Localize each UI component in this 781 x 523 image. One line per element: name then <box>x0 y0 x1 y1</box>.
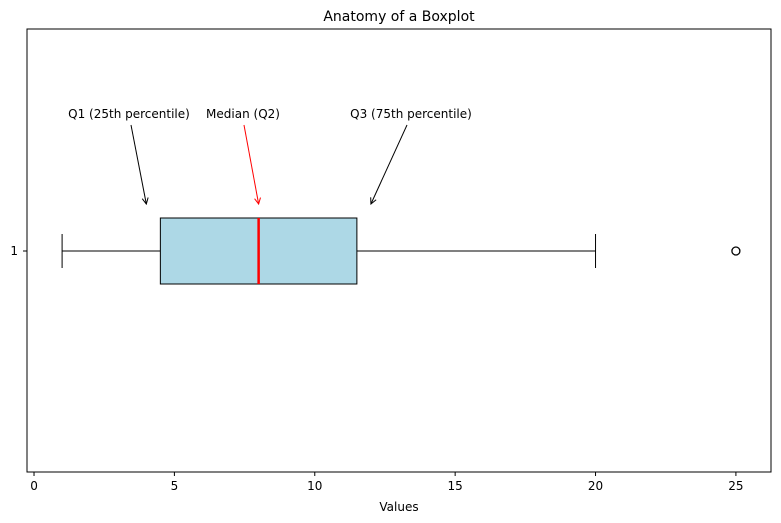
x-tick-label: 5 <box>171 479 179 493</box>
annotation-label: Q1 (25th percentile) <box>68 107 190 121</box>
annotation-arrow <box>243 124 259 204</box>
annotation-arrow <box>371 124 408 204</box>
x-axis-label: Values <box>379 500 418 514</box>
annotation-arrow <box>130 124 146 204</box>
box-group <box>61 217 741 285</box>
y-axis-ticks: 1 <box>10 244 27 258</box>
annotation-label: Q3 (75th percentile) <box>350 107 472 121</box>
x-tick-label: 0 <box>30 479 38 493</box>
x-tick-label: 20 <box>588 479 603 493</box>
x-axis-ticks: 0 5 10 15 20 25 <box>30 472 744 493</box>
y-tick-label: 1 <box>10 244 18 258</box>
chart-title: Anatomy of a Boxplot <box>323 9 475 25</box>
outlier-point <box>731 246 741 256</box>
annotation-label: Median (Q2) <box>206 107 280 121</box>
x-tick-label: 10 <box>307 479 322 493</box>
x-tick-label: 25 <box>728 479 743 493</box>
annotations: Q1 (25th percentile) Median (Q2) Q3 (75th … <box>68 107 472 204</box>
x-tick-label: 15 <box>448 479 463 493</box>
